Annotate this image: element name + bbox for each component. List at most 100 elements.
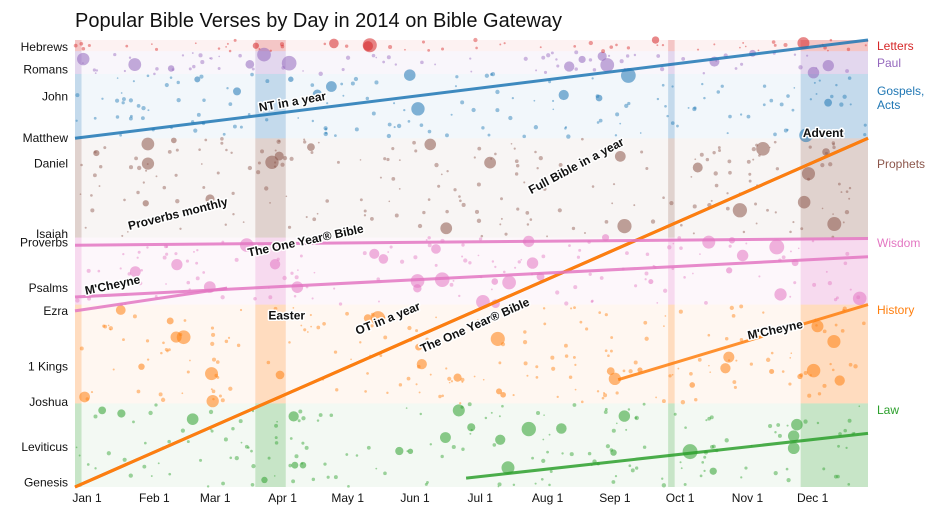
data-point: [145, 169, 148, 172]
reading-plan-line-7: [617, 303, 869, 382]
data-point: [165, 245, 169, 249]
data-point: [495, 89, 500, 95]
data-point: [558, 89, 569, 101]
data-point: [202, 271, 206, 274]
data-point: [345, 311, 349, 316]
data-point: [301, 441, 305, 445]
data-point: [376, 277, 381, 281]
data-point: [677, 367, 680, 370]
data-point: [312, 217, 317, 222]
data-point: [603, 410, 608, 415]
data-point: [461, 381, 464, 383]
data-point: [835, 83, 838, 87]
data-point: [495, 108, 500, 113]
series-0-column-3: [800, 403, 868, 487]
data-point: [681, 56, 686, 61]
data-point: [642, 402, 646, 406]
data-point: [514, 172, 519, 176]
series-4-column-3: [800, 73, 868, 139]
data-point: [253, 297, 257, 301]
data-point: [210, 429, 214, 433]
data-point: [81, 46, 86, 51]
data-point: [236, 343, 241, 348]
data-point: [175, 198, 180, 204]
data-point: [176, 97, 181, 103]
data-point: [247, 165, 253, 171]
data-point: [704, 300, 708, 305]
data-point: [117, 409, 126, 418]
data-point: [615, 112, 620, 117]
data-point: [781, 370, 785, 373]
data-point: [531, 456, 534, 460]
data-point: [604, 219, 609, 224]
data-point: [734, 67, 738, 70]
data-point: [816, 421, 820, 425]
data-point: [165, 283, 167, 285]
data-point: [839, 102, 844, 107]
data-point: [842, 221, 845, 224]
month-tick-label: Mar 1: [200, 491, 231, 505]
data-point: [692, 272, 694, 275]
data-point: [228, 102, 233, 106]
data-point: [216, 171, 220, 175]
data-point: [160, 351, 163, 355]
data-point: [350, 81, 355, 86]
data-point: [310, 151, 314, 154]
data-point: [311, 297, 314, 300]
data-point: [310, 83, 315, 87]
data-point: [445, 367, 448, 370]
data-point: [258, 48, 261, 50]
data-point: [556, 64, 560, 68]
data-point: [158, 392, 163, 397]
data-point: [441, 47, 445, 51]
data-point: [736, 249, 749, 262]
data-point: [303, 138, 306, 141]
data-point: [276, 420, 278, 423]
data-point: [481, 126, 485, 130]
data-point: [396, 123, 402, 129]
data-point: [92, 68, 96, 72]
data-point: [601, 49, 606, 54]
data-point: [220, 398, 225, 403]
data-point: [136, 190, 140, 195]
data-point: [473, 37, 478, 43]
data-point: [798, 65, 803, 70]
data-point: [459, 199, 462, 203]
data-point: [162, 255, 167, 260]
data-point: [834, 375, 845, 386]
data-point: [596, 121, 600, 124]
data-point: [383, 471, 387, 476]
data-point: [355, 454, 359, 457]
data-point: [98, 185, 101, 188]
data-point: [510, 142, 513, 145]
data-point: [276, 139, 281, 144]
data-point: [414, 149, 418, 153]
data-point: [417, 223, 423, 229]
reading-plan-line-6: [74, 286, 228, 313]
data-point: [167, 65, 175, 72]
data-point: [378, 300, 380, 303]
data-point: [162, 341, 165, 345]
data-point: [416, 364, 421, 369]
data-point: [757, 49, 760, 52]
data-point: [362, 251, 367, 256]
data-point: [303, 328, 307, 332]
data-point: [106, 451, 111, 456]
data-point: [670, 121, 675, 125]
data-point: [193, 250, 195, 253]
data-point: [300, 324, 303, 327]
month-tick-label: Jun 1: [400, 491, 430, 505]
data-point: [99, 164, 103, 169]
data-point: [245, 59, 255, 69]
series-4-column-1: [255, 73, 286, 139]
legend-text-line: Acts: [877, 98, 900, 112]
data-point: [164, 82, 169, 88]
data-point: [853, 364, 858, 369]
data-point: [387, 251, 390, 253]
data-point: [305, 215, 308, 219]
series-2-column-0: [75, 237, 82, 305]
legend-entry-3: Prophets: [877, 157, 925, 171]
data-point: [821, 207, 824, 210]
data-point: [406, 376, 411, 381]
data-point: [123, 69, 126, 73]
